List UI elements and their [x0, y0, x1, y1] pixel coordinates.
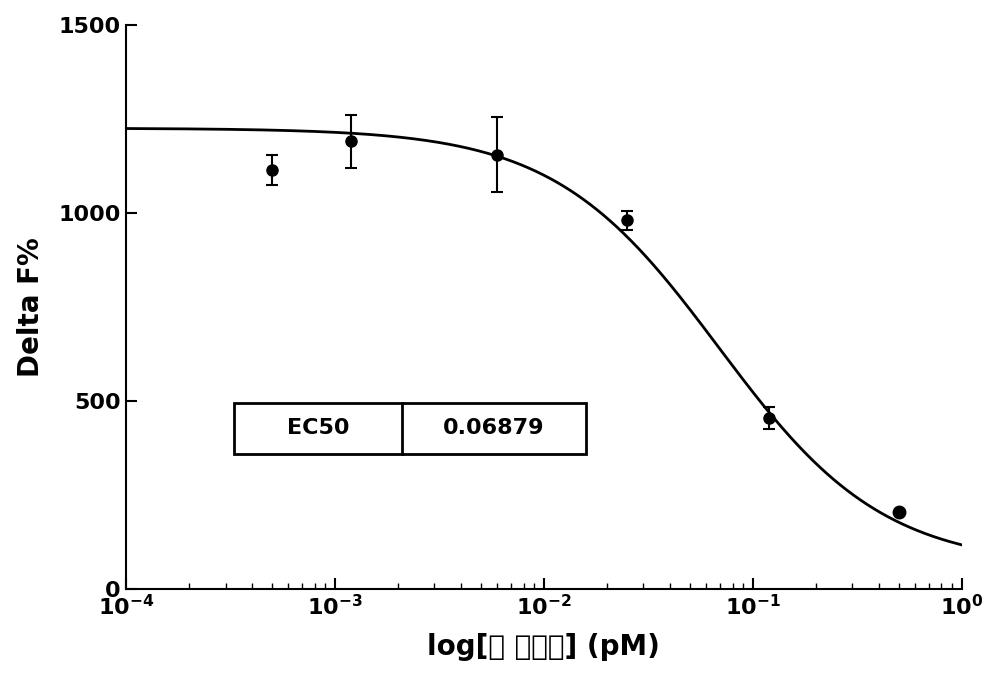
- Text: EC50: EC50: [287, 418, 349, 439]
- Y-axis label: Delta F%: Delta F%: [17, 237, 45, 377]
- Bar: [234, 403, 586, 454]
- X-axis label: log[芳 香化醂] (pM): log[芳 香化醂] (pM): [427, 633, 660, 661]
- Text: 0.06879: 0.06879: [443, 418, 544, 439]
